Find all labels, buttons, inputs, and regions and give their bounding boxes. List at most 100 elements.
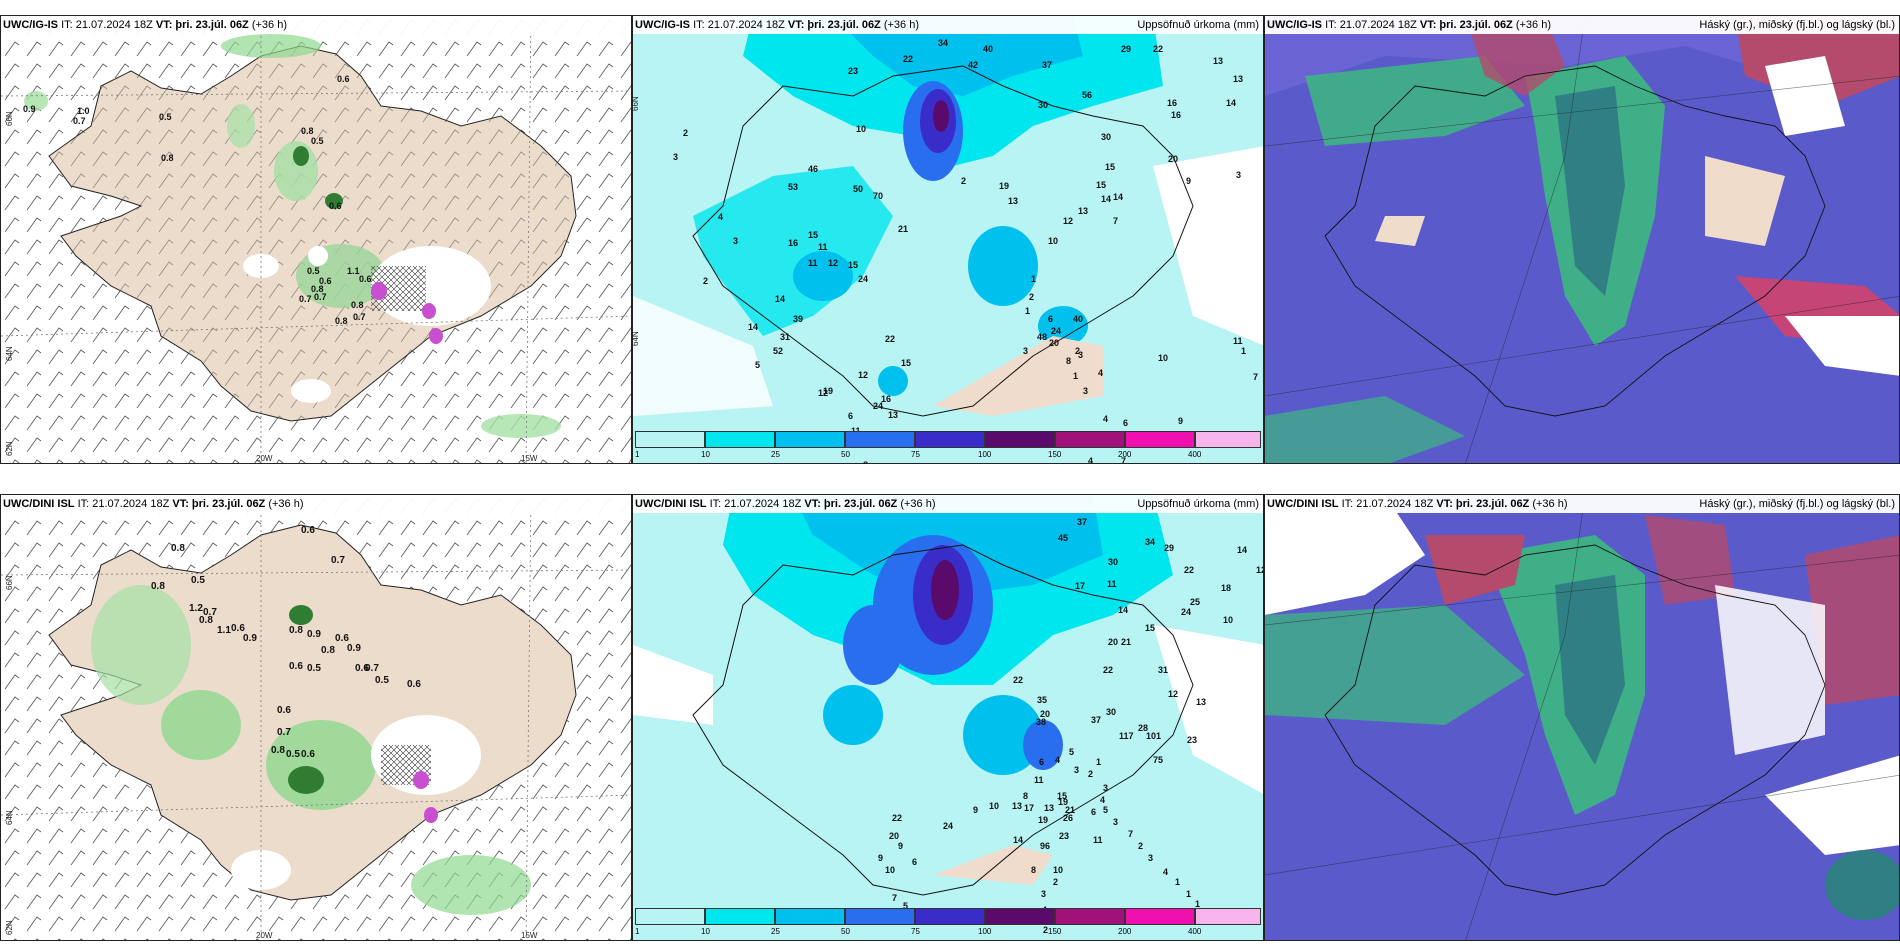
value-label: 7 [892, 893, 898, 903]
value-label: 15 [808, 230, 819, 240]
value-label: 14 [748, 322, 759, 332]
lon-label-20w: 20W [256, 931, 273, 940]
precip-value: 0.5 [307, 266, 320, 276]
precip-value: 0.6 [359, 274, 372, 284]
value-label: 12 [828, 258, 839, 268]
value-label: 12 [1256, 565, 1263, 575]
value-label: 0.5 [286, 749, 300, 760]
map-wind-precip-igis [1, 16, 631, 463]
value-label: 22 [885, 334, 896, 344]
colorbar-swatch [985, 431, 1055, 448]
value-label: 3 [733, 236, 739, 246]
value-label: 19 [1058, 797, 1069, 807]
precip-value: 0.8 [301, 126, 314, 136]
panel-field-title: Uppsöfnuð úrkoma (mm) [1137, 19, 1259, 31]
value-label: 13 [1012, 801, 1023, 811]
colorbar-swatch [775, 431, 845, 448]
value-label: 25 [1190, 597, 1201, 607]
value-label: 10 [1158, 353, 1169, 363]
value-label: 2 [1029, 292, 1035, 302]
value-label: 3 [1041, 889, 1047, 899]
valid-time: þri. 23.júl. 06Z [1455, 498, 1530, 510]
lat-label-66n: 66N [632, 96, 640, 111]
value-label: 0.7 [277, 727, 291, 738]
value-label: 12 [1063, 216, 1074, 226]
value-label: 30 [1106, 707, 1117, 717]
value-label: 24 [943, 821, 954, 831]
valid-time: þri. 23.júl. 06Z [175, 19, 249, 31]
value-label: 24 [1181, 607, 1192, 617]
value-label: 28 [1138, 723, 1149, 733]
value-label: 15 [1057, 791, 1068, 801]
value-label: 0.8 [321, 645, 335, 656]
value-label: 1.1 [217, 625, 231, 636]
precip-value: 0.8 [311, 284, 324, 294]
panel-header: UWC/DINI ISL IT: 21.07.2024 18Z VT: þri.… [633, 495, 1263, 513]
value-label: 30 [1108, 557, 1119, 567]
value-label: 30 [1038, 100, 1049, 110]
lat-label-66n: 66N [5, 111, 14, 126]
panel-accum-precip-igis: UWC/IG-IS IT: 21.07.2024 18Z VT: þri. 23… [632, 15, 1264, 464]
value-label: 34 [1145, 537, 1156, 547]
lead-time: (+36 h) [1532, 498, 1568, 510]
map-clouds-dini [1265, 495, 1899, 940]
colorbar-swatch [1125, 908, 1195, 925]
value-label: 4 [1098, 368, 1104, 378]
colorbar-tick: 200 [1118, 927, 1132, 936]
colorbar-tick: 400 [1188, 927, 1202, 936]
lat-label-62n: 62N [5, 920, 14, 935]
value-label: 10 [885, 865, 896, 875]
colorbar-swatch [845, 908, 915, 925]
value-label: 24 [873, 401, 884, 411]
value-label: 5 [755, 360, 761, 370]
value-label: 0.6 [355, 663, 369, 674]
value-label: 56 [1082, 90, 1093, 100]
init-time: IT: 21.07.2024 18Z [61, 19, 153, 31]
colorbar-tick: 1 [635, 450, 640, 459]
value-label: 13 [1213, 56, 1224, 66]
value-label: 20 [1108, 637, 1119, 647]
colorbar-tick: 10 [701, 927, 710, 936]
lon-label-20w: 20W [256, 454, 273, 463]
value-label: 0.5 [375, 675, 389, 686]
value-label: 23 [1059, 831, 1070, 841]
value-label: 11 [1034, 775, 1044, 785]
value-label: 0.6 [231, 623, 245, 634]
value-label: 15 [1105, 162, 1116, 172]
value-label: 5 [1103, 805, 1109, 815]
value-label: 6 [848, 411, 854, 421]
value-label: 0.6 [335, 633, 349, 644]
colorbar-tick: 10 [701, 450, 710, 459]
value-label: 13 [1078, 206, 1089, 216]
value-label: 11 [818, 242, 828, 252]
lead-time: (+36 h) [900, 498, 936, 510]
precip-value: 0.6 [319, 276, 332, 286]
value-label: 26 [1063, 813, 1074, 823]
valid-time: þri. 23.júl. 06Z [191, 498, 266, 510]
valid-label: VT: [172, 498, 189, 510]
value-label: 23 [848, 66, 859, 76]
colorbar-tick: 100 [978, 927, 992, 936]
value-label: 96 [1040, 841, 1051, 851]
valid-label: VT: [1436, 498, 1453, 510]
value-label: 48 [1037, 332, 1048, 342]
value-label: 22 [892, 813, 903, 823]
map-accum-precip-igis [633, 16, 1263, 463]
value-label: 0.9 [347, 643, 361, 654]
value-label: 10 [1048, 236, 1059, 246]
value-label: 0.8 [289, 625, 303, 636]
panel-field-title: Háský (gr.), miðský (fj.bl.) og lágský (… [1699, 19, 1895, 31]
value-label: 3 [1148, 853, 1154, 863]
model-name: UWC/IG-IS [3, 19, 58, 31]
value-label: 0.6 [301, 525, 315, 536]
value-label: 3 [1074, 765, 1080, 775]
lead-time: (+36 h) [251, 19, 288, 31]
value-label: 10 [1223, 615, 1234, 625]
value-label: 1.2 [189, 603, 203, 614]
panel-field-title: Háský (gr.), miðský (fj.bl.) og lágský (… [1699, 498, 1895, 510]
value-label: 15 [901, 358, 912, 368]
value-label: 4 [1163, 867, 1169, 877]
colorbar-swatch [985, 908, 1055, 925]
panel-header: UWC/IG-IS IT: 21.07.2024 18Z VT: þri. 23… [1, 16, 631, 34]
value-label: 34 [938, 38, 949, 48]
